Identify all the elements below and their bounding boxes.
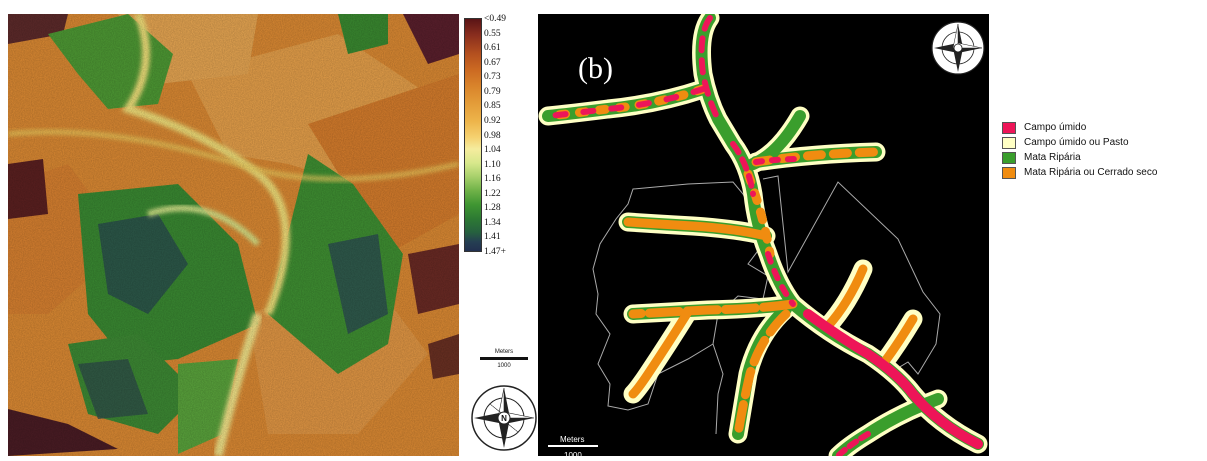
colorbar-tick-label: 1.28 — [484, 203, 501, 214]
colorbar-tick-label: <0.49 — [484, 14, 506, 24]
panel-label-b: (b) — [578, 52, 613, 85]
legend-label: Campo úmido — [1024, 122, 1087, 133]
colorbar-tick-label: 0.79 — [484, 86, 501, 97]
north-arrow-icon — [931, 21, 985, 75]
colorbar-tick-label: 0.67 — [484, 57, 501, 68]
index-map — [7, 12, 460, 458]
colorbar-labels: <0.49 0.55 0.61 0.67 0.73 0.79 0.85 0.92 0.98 1.0… — [484, 13, 534, 258]
colorbar-tick-label: 0.55 — [484, 28, 501, 39]
colorbar-tick-label: 0.61 — [484, 43, 501, 54]
colorbar-tick-label: 1.22 — [484, 188, 501, 199]
legend-swatch — [1002, 136, 1016, 149]
scale-bar-a: Meters 1000 — [474, 347, 534, 373]
colorbar-tick-label: 0.73 — [484, 72, 501, 83]
legend-label: Mata Ripária ou Cerrado seco — [1024, 167, 1158, 178]
legend-swatch — [1002, 166, 1016, 179]
scale-value-a: 1000 — [497, 363, 511, 369]
colorbar-tick-label: 1.04 — [484, 145, 501, 156]
scale-value-b: 1000 — [564, 451, 582, 456]
colorbar-tick-label: 1.34 — [484, 217, 501, 228]
north-label-a: N — [501, 414, 507, 423]
classification-raster: (b) Meters 1000 — [538, 8, 989, 461]
north-arrow-icon: N — [470, 384, 538, 452]
legend-swatch — [1002, 121, 1016, 134]
legend: Campo úmido Campo úmido ou Pasto Mata Ripá… — [1002, 120, 1207, 180]
colorbar-tick-label: 1.47+ — [484, 247, 506, 257]
index-raster — [7, 12, 460, 458]
scale-line-a — [480, 357, 528, 360]
colorbar-tick-label: 1.41 — [484, 232, 501, 243]
colorbar-gradient — [465, 19, 481, 251]
legend-swatch — [1002, 151, 1016, 164]
colorbar-tick-label: 0.92 — [484, 115, 501, 126]
legend-label: Campo úmido ou Pasto — [1024, 137, 1129, 148]
legend-label: Mata Ripária — [1024, 152, 1081, 163]
scale-title-a: Meters — [494, 349, 514, 355]
colorbar-tick-label: 0.85 — [484, 101, 501, 112]
legend-item: Campo úmido — [1002, 120, 1207, 135]
scale-title-b: Meters — [560, 435, 584, 444]
classification-map: (b) Meters 1000 — [538, 8, 989, 461]
index-colorbar — [464, 18, 482, 252]
legend-item: Mata Ripária — [1002, 150, 1207, 165]
legend-item: Mata Ripária ou Cerrado seco — [1002, 165, 1207, 180]
colorbar-tick-label: 1.16 — [484, 174, 501, 185]
colorbar-tick-label: 1.10 — [484, 159, 501, 170]
legend-item: Campo úmido ou Pasto — [1002, 135, 1207, 150]
colorbar-tick-label: 0.98 — [484, 130, 501, 141]
